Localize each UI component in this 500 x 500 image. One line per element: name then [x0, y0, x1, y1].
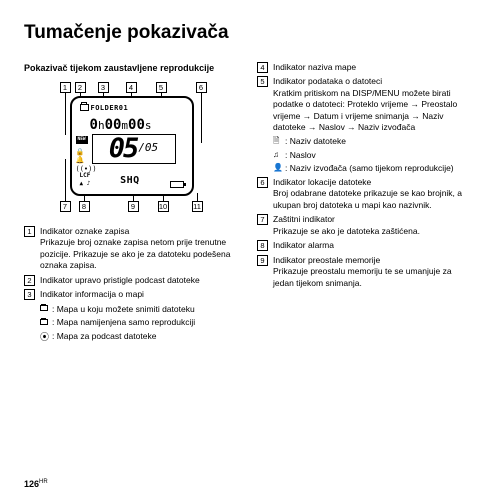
sub-item-text: : Mapa u koju možete snimiti datoteku [52, 304, 195, 315]
page-title: Tumačenje pokazivača [24, 20, 476, 46]
sub-item-text: : Naziv izvođača (samo tijekom reprodukc… [285, 163, 454, 174]
list-item: 6 Indikator lokacije datotekeBroj odabran… [257, 177, 472, 211]
callout-10: 10 [158, 201, 169, 212]
callout-3: 3 [98, 82, 109, 93]
folder-icon [40, 317, 52, 328]
item-text: Zaštitni indikatorPrikazuje se ako je da… [273, 214, 472, 237]
right-items-list: 4 Indikator naziva mape 5 Indikator podatak… [257, 62, 472, 289]
item-text: Indikator podataka o datoteciKratkim pri… [273, 76, 472, 133]
page-number: 126HR [24, 478, 48, 490]
lcd-screen: FOLDER01 0h00m00s NEW 🔒🔔((•)) 05 /05 LCF… [70, 96, 194, 196]
time-h: 0 [90, 117, 98, 133]
item-number: 8 [257, 240, 268, 251]
page-num-suffix: HR [39, 479, 48, 485]
item-number: 4 [257, 62, 268, 73]
callout-8: 8 [79, 201, 90, 212]
lcf-label: LCF [80, 172, 91, 180]
sub-item-text: : Naslov [285, 150, 316, 161]
callout-6: 6 [196, 82, 207, 93]
item-text: Indikator upravo pristigle podcast datot… [40, 275, 239, 286]
item-text: Indikator informacija o mapi [40, 289, 239, 300]
sub-item-text: : Mapa namijenjena samo reprodukciji [52, 317, 195, 328]
lcd-counter: 05 /05 [92, 134, 176, 164]
lcd-folder-row: FOLDER01 [80, 104, 129, 113]
lcd-bottom-row: LCF ▲ ♪ SHQ [80, 172, 184, 188]
new-badge: NEW [76, 136, 88, 144]
counter-current: 05 [109, 131, 138, 167]
callout-line [65, 159, 66, 201]
callout-line [197, 193, 198, 201]
person-icon: 👤 [273, 163, 285, 174]
item-number: 1 [24, 226, 35, 237]
subtitle: Pokazivač tijekom zaustavljene reprodukc… [24, 62, 239, 74]
item-text: Indikator lokacije datotekeBroj odabrane… [273, 177, 472, 211]
sub-item-text: : Mapa za podcast datoteke [52, 331, 156, 344]
callout-4: 4 [126, 82, 137, 93]
callout-2: 2 [75, 82, 86, 93]
callout-line [65, 93, 66, 135]
sub-item: ⦿: Mapa za podcast datoteke [40, 331, 239, 344]
item-text: Indikator alarma [273, 240, 472, 251]
shq-label: SHQ [120, 174, 140, 188]
list-item: 3 Indikator informacija o mapi [24, 289, 239, 300]
lcd-bottom-left: LCF ▲ ♪ [80, 172, 91, 188]
item-number: 6 [257, 177, 268, 188]
item-number: 5 [257, 76, 268, 87]
page-num-value: 126 [24, 479, 39, 489]
time-h-unit: h [98, 119, 105, 132]
item-number: 9 [257, 255, 268, 266]
list-item: 2 Indikator upravo pristigle podcast dato… [24, 275, 239, 286]
callout-11: 11 [192, 201, 203, 212]
callout-7: 7 [60, 201, 71, 212]
left-column: Pokazivač tijekom zaustavljene reprodukc… [24, 62, 239, 346]
callout-9: 9 [128, 201, 139, 212]
lcd-diagram: 1 2 3 4 5 6 7 8 9 10 11 FOLDE [52, 82, 212, 212]
rss-icon: ⦿ [40, 331, 52, 344]
folder-icon [80, 104, 89, 111]
file-icon: 🗎 [273, 136, 285, 147]
battery-icon [170, 181, 184, 188]
callout-line [201, 93, 202, 143]
sub-item: 👤: Naziv izvođača (samo tijekom reproduk… [273, 163, 472, 174]
callout-1: 1 [60, 82, 71, 93]
item-number: 7 [257, 214, 268, 225]
item-number: 2 [24, 275, 35, 286]
list-item: 1 Indikator oznake zapisaPrikazuje broj o… [24, 226, 239, 272]
list-item: 9 Indikator preostale memorijePrikazuje p… [257, 255, 472, 289]
item-text: Indikator naziva mape [273, 62, 472, 73]
counter-total: /05 [138, 141, 158, 156]
sub-item: : Mapa u koju možete snimiti datoteku [40, 304, 239, 315]
left-items-list: 1 Indikator oznake zapisaPrikazuje broj o… [24, 226, 239, 344]
right-column: 4 Indikator naziva mape 5 Indikator podatak… [257, 62, 472, 346]
sub-item: ♫: Naslov [273, 150, 472, 161]
folder-icon [40, 304, 52, 315]
sub-item: 🗎: Naziv datoteke [273, 136, 472, 147]
item-number: 3 [24, 289, 35, 300]
misc-icons: ▲ ♪ [80, 180, 91, 188]
list-item: 7 Zaštitni indikatorPrikazuje se ako je d… [257, 214, 472, 237]
content-columns: Pokazivač tijekom zaustavljene reprodukc… [24, 62, 476, 346]
sub-item-text: : Naziv datoteke [285, 136, 346, 147]
list-item: 4 Indikator naziva mape [257, 62, 472, 73]
item-text: Indikator preostale memorijePrikazuje pr… [273, 255, 472, 289]
time-s-unit: s [145, 119, 152, 132]
note-icon: ♫ [273, 150, 285, 161]
folder-label: FOLDER01 [91, 104, 129, 112]
list-item: 8 Indikator alarma [257, 240, 472, 251]
sub-item: : Mapa namijenjena samo reprodukciji [40, 317, 239, 328]
item-text: Indikator oznake zapisaPrikazuje broj oz… [40, 226, 239, 272]
list-item: 5 Indikator podataka o datoteciKratkim pr… [257, 76, 472, 133]
callout-5: 5 [156, 82, 167, 93]
